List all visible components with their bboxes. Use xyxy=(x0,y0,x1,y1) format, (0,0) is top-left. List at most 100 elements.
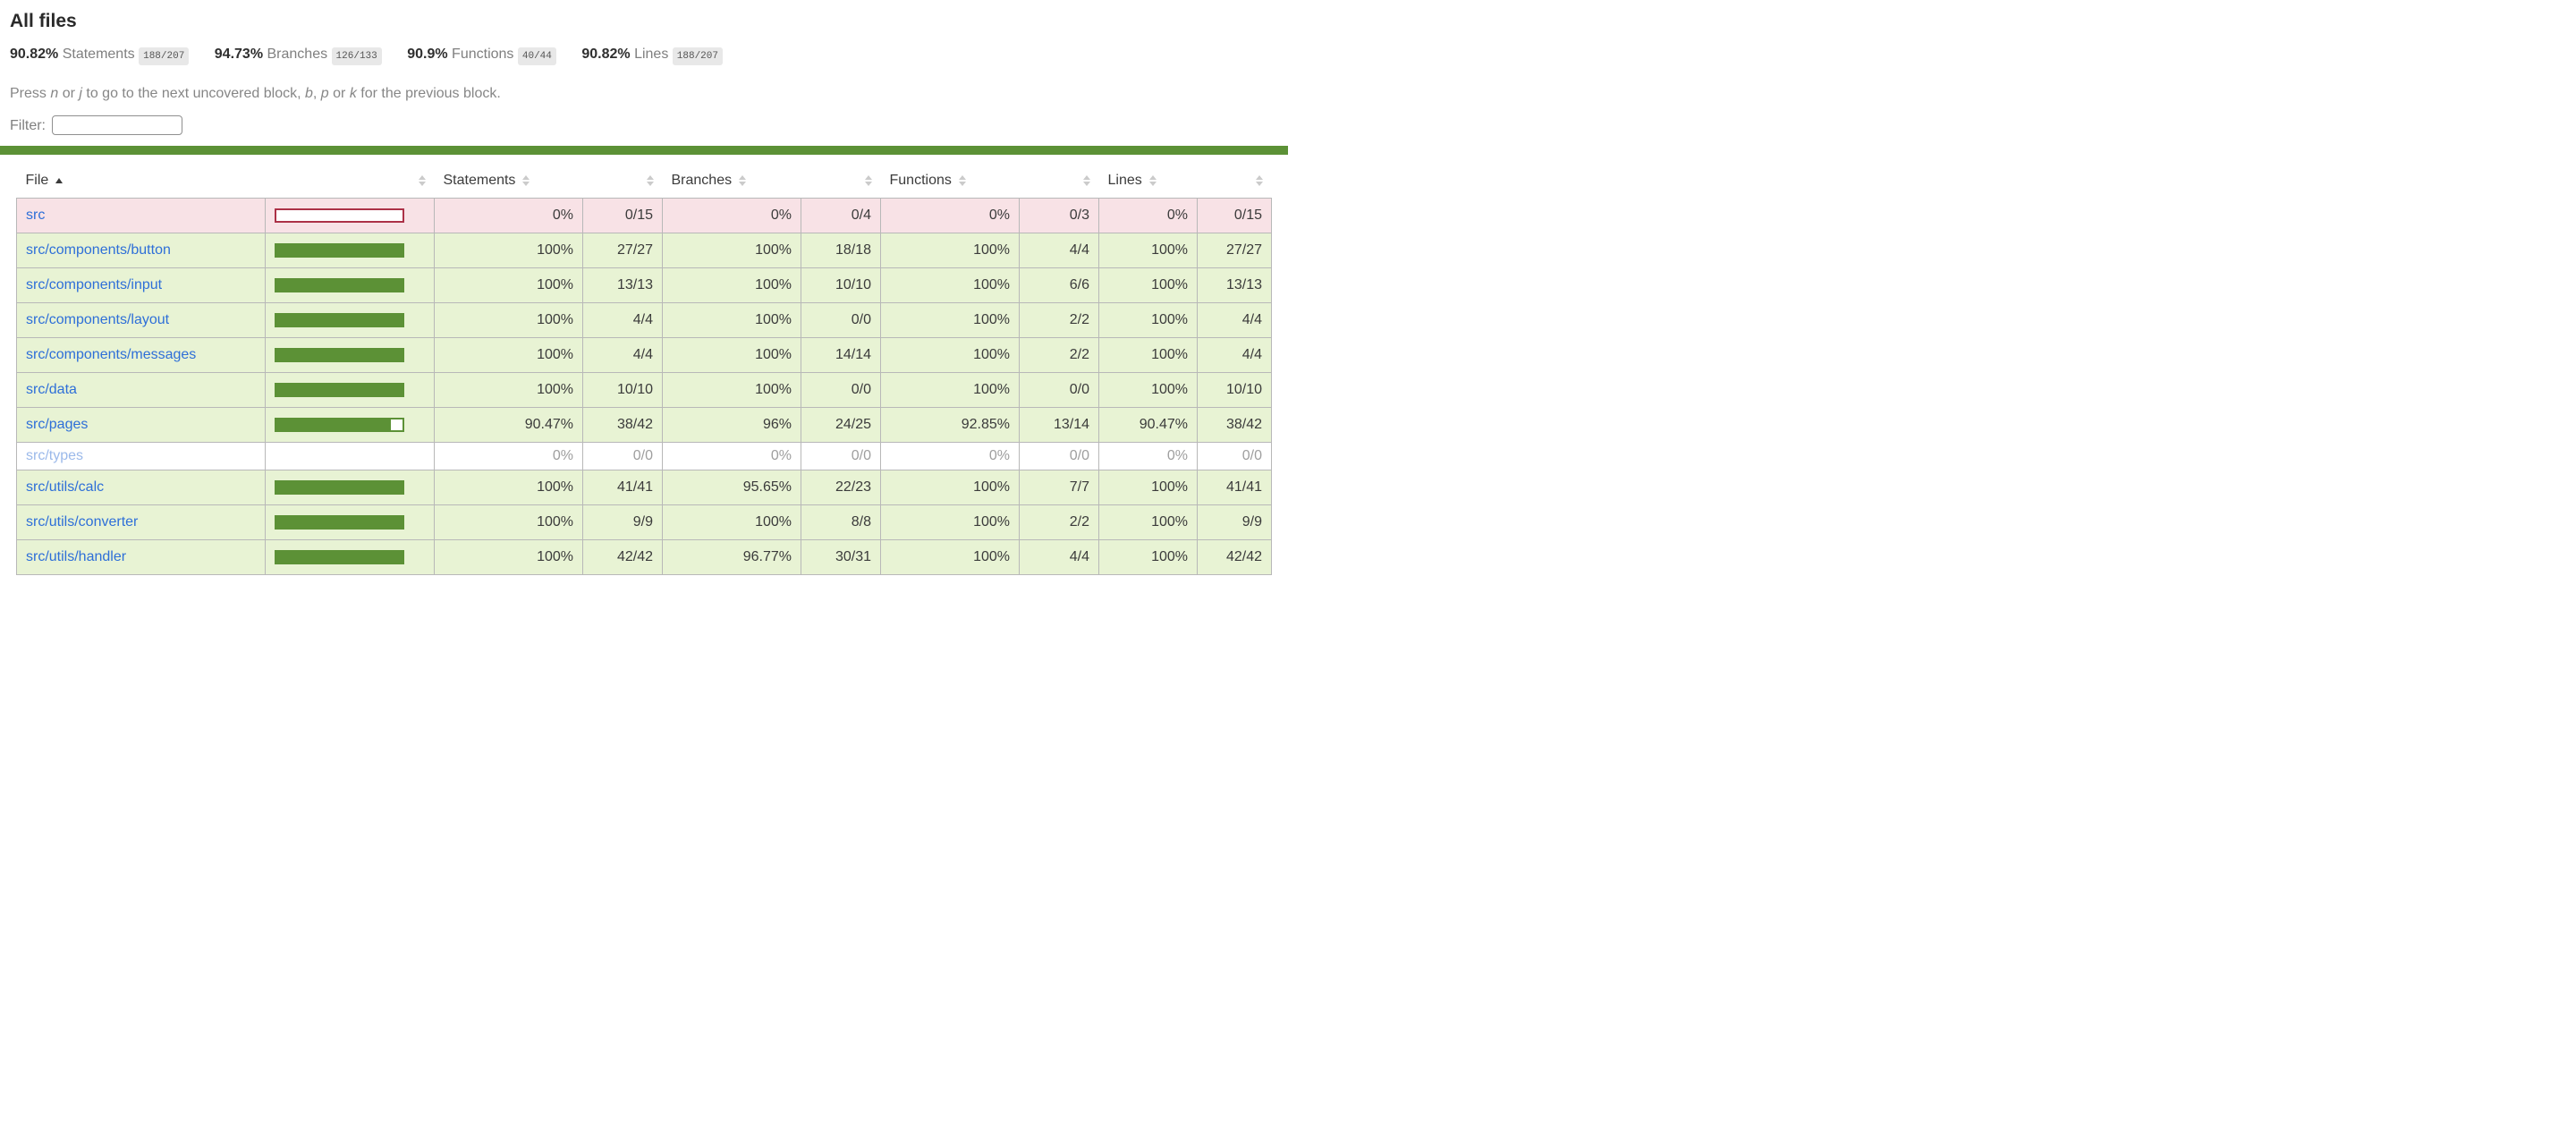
branches-pct-cell: 100% xyxy=(662,267,801,303)
lines-raw-cell: 38/42 xyxy=(1197,407,1272,443)
col-header-statements_pct[interactable]: Statements xyxy=(435,164,583,199)
file-link[interactable]: src/pages xyxy=(26,417,89,432)
sort-up-arrow xyxy=(864,174,872,180)
branches-raw-cell: 24/25 xyxy=(801,407,881,443)
coverage-bar-cell xyxy=(265,539,435,575)
functions-pct-cell: 92.85% xyxy=(880,407,1020,443)
sort-down-arrow xyxy=(1255,181,1263,186)
statements-raw-cell: 13/13 xyxy=(582,267,663,303)
coverage-bar-empty xyxy=(390,419,402,430)
hint-key: b xyxy=(304,86,313,101)
statements-pct-cell: 100% xyxy=(434,267,583,303)
col-header-label: Statements xyxy=(443,173,516,188)
filter-label: Filter: xyxy=(10,118,46,133)
lines-pct-cell: 0% xyxy=(1098,442,1198,470)
lines-raw-cell: 0/15 xyxy=(1197,198,1272,233)
sort-down-arrow xyxy=(739,181,747,186)
sort-down-arrow xyxy=(958,181,966,186)
col-header-functions_raw[interactable] xyxy=(1020,164,1099,199)
coverage-table-container: File Statements Branches Functions Lines src… xyxy=(9,155,1279,575)
sort-up-arrow xyxy=(1255,174,1263,180)
sort-up-arrow xyxy=(646,174,654,180)
file-link[interactable]: src/types xyxy=(26,448,84,463)
lines-raw-cell: 42/42 xyxy=(1197,539,1272,575)
lines-pct-cell: 90.47% xyxy=(1098,407,1198,443)
sort-down-arrow xyxy=(522,181,530,186)
file-link[interactable]: src/utils/converter xyxy=(26,514,139,530)
col-header-functions_pct[interactable]: Functions xyxy=(881,164,1020,199)
summary-lines: 90.82% Lines 188/207 xyxy=(581,47,723,65)
coverage-bar xyxy=(275,278,404,292)
lines-pct-cell: 0% xyxy=(1098,198,1198,233)
coverage-bar-fill xyxy=(276,419,391,430)
branches-raw-cell: 8/8 xyxy=(801,504,881,540)
file-link[interactable]: src/components/input xyxy=(26,277,163,292)
sort-up-arrow xyxy=(739,174,747,180)
functions-raw-cell: 0/0 xyxy=(1019,442,1099,470)
file-cell: src/utils/handler xyxy=(16,539,266,575)
branches-pct-cell: 100% xyxy=(662,337,801,373)
col-header-pic[interactable] xyxy=(266,164,435,199)
functions-raw-cell: 2/2 xyxy=(1019,504,1099,540)
file-link[interactable]: src/utils/calc xyxy=(26,479,105,495)
hint-text: , xyxy=(312,86,321,101)
col-header-label: Lines xyxy=(1107,173,1142,188)
table-header-row: File Statements Branches Functions Lines xyxy=(17,164,1272,199)
file-link[interactable]: src/utils/handler xyxy=(26,549,127,564)
summary-branches: 94.73% Branches 126/133 xyxy=(215,47,382,65)
table-row: src/types 0% 0/0 0% 0/0 0% 0/0 0% 0/0 xyxy=(16,442,1272,470)
functions-raw-cell: 4/4 xyxy=(1019,539,1099,575)
statements-raw-cell: 38/42 xyxy=(582,407,663,443)
lines-pct-cell: 100% xyxy=(1098,470,1198,505)
lines-raw-cell: 41/41 xyxy=(1197,470,1272,505)
coverage-bar-cell xyxy=(265,302,435,338)
coverage-bar-cell xyxy=(265,504,435,540)
statements-pct-cell: 100% xyxy=(434,233,583,268)
sort-down-arrow xyxy=(1082,181,1090,186)
lines-raw-cell: 27/27 xyxy=(1197,233,1272,268)
coverage-bar xyxy=(275,550,404,564)
col-header-branches_pct[interactable]: Branches xyxy=(663,164,801,199)
col-header-branches_raw[interactable] xyxy=(801,164,881,199)
statements-raw-cell: 4/4 xyxy=(582,337,663,373)
sort-down-arrow xyxy=(418,181,426,186)
col-header-lines_pct[interactable]: Lines xyxy=(1099,164,1198,199)
file-link[interactable]: src/components/messages xyxy=(26,347,197,362)
statements-fraction-badge: 188/207 xyxy=(139,47,190,65)
coverage-bar-fill xyxy=(276,385,402,395)
functions-pct-cell: 100% xyxy=(880,504,1020,540)
sort-icon xyxy=(1082,174,1090,186)
lines-pct-cell: 100% xyxy=(1098,337,1198,373)
file-link[interactable]: src xyxy=(26,208,46,223)
col-header-label: File xyxy=(25,173,49,188)
summary-statements: 90.82% Statements 188/207 xyxy=(10,47,190,65)
branches-pct-cell: 95.65% xyxy=(662,470,801,505)
statements-pct-cell: 0% xyxy=(434,198,583,233)
coverage-bar xyxy=(275,418,404,432)
lines-pct-cell: 100% xyxy=(1098,504,1198,540)
functions-pct-cell: 100% xyxy=(880,302,1020,338)
file-link[interactable]: src/components/button xyxy=(26,242,171,258)
file-cell: src/utils/converter xyxy=(16,504,266,540)
coverage-bar-fill xyxy=(276,280,402,291)
coverage-bar-cell xyxy=(265,267,435,303)
coverage-bar-cell xyxy=(265,407,435,443)
coverage-bar xyxy=(275,383,404,397)
file-link[interactable]: src/data xyxy=(26,382,77,397)
lines-raw-cell: 4/4 xyxy=(1197,337,1272,373)
branches-pct-cell: 96.77% xyxy=(662,539,801,575)
col-header-statements_raw[interactable] xyxy=(583,164,663,199)
hint-text: for the previous block. xyxy=(356,86,501,101)
sort-up-arrow xyxy=(1082,174,1090,180)
table-row: src/components/input 100% 13/13 100% 10/10 10… xyxy=(16,267,1272,303)
branches-raw-cell: 18/18 xyxy=(801,233,881,268)
col-header-file[interactable]: File xyxy=(17,164,266,199)
col-header-lines_raw[interactable] xyxy=(1198,164,1272,199)
file-link[interactable]: src/components/layout xyxy=(26,312,170,327)
coverage-bar-cell xyxy=(265,470,435,505)
filter-input[interactable] xyxy=(52,115,182,135)
statements-raw-cell: 0/15 xyxy=(582,198,663,233)
statements-pct-cell: 100% xyxy=(434,302,583,338)
coverage-bar xyxy=(275,348,404,362)
functions-raw-cell: 2/2 xyxy=(1019,337,1099,373)
